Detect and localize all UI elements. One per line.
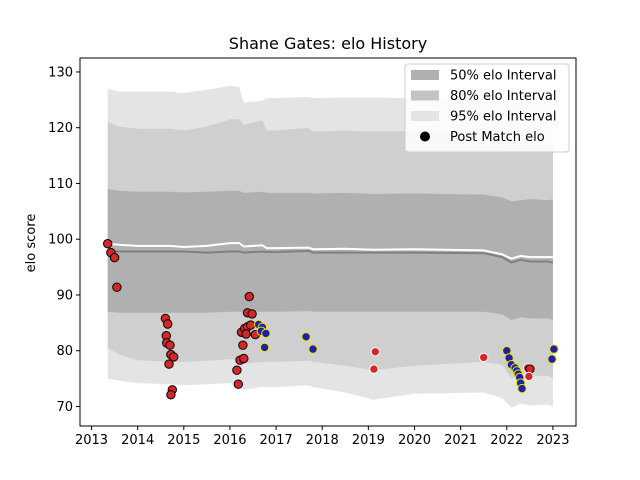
post-match-elo-point	[479, 352, 489, 363]
plot-frame	[79, 57, 577, 427]
post-match-elo-point	[232, 365, 242, 375]
post-match-elo-point	[244, 291, 255, 302]
x-tick-label: 2018	[306, 433, 339, 448]
post-match-elo-point	[169, 352, 179, 362]
post-match-elo-point	[109, 252, 120, 263]
post-match-elo-point	[166, 390, 176, 400]
legend-label: 50% elo Interval	[450, 69, 557, 84]
post-match-elo-point	[241, 329, 251, 339]
post-match-elo-point	[165, 340, 175, 350]
y-axis: 70 80 90 100 110 120 130	[48, 65, 80, 415]
post-match-elo-point	[369, 364, 379, 374]
post-match-elo-point	[301, 332, 311, 342]
x-tick-label: 2022	[490, 433, 523, 448]
y-tick-label: 80	[56, 344, 73, 359]
y-tick-label: 100	[48, 233, 73, 248]
post-match-elo-point	[112, 282, 122, 292]
post-match-elo-point	[233, 379, 244, 389]
x-tick-label: 2020	[398, 433, 431, 448]
post-match-elo-point	[524, 371, 534, 382]
post-match-elo-point	[370, 347, 380, 357]
y-tick-label: 70	[56, 400, 73, 415]
mean-elo-line	[107, 242, 553, 260]
legend-label: 80% elo Interval	[450, 89, 557, 104]
legend-marker	[420, 131, 430, 142]
post-match-elo-point	[246, 320, 256, 330]
post-match-elo-point	[308, 344, 318, 354]
y-axis-label: elo score	[24, 214, 39, 273]
plot-area	[79, 57, 577, 427]
x-tick-label: 2016	[213, 433, 246, 448]
post-match-elo-point	[163, 319, 173, 329]
x-axis: 2013 2014 2015 2016 2017 2018 2019 2020 2021 2022…	[75, 426, 569, 448]
post-match-elo-point	[547, 354, 557, 364]
x-tick-label: 2023	[536, 433, 569, 448]
x-tick-label: 2017	[260, 433, 293, 448]
x-tick-label: 2021	[444, 433, 477, 448]
x-tick-label: 2014	[121, 433, 154, 448]
legend: 50% elo Interval 80% elo Interval 95% elo …	[404, 63, 570, 153]
post-match-elo-point	[103, 239, 113, 249]
legend-swatch	[411, 90, 439, 101]
legend-label: 95% elo Interval	[450, 110, 557, 125]
y-tick-label: 120	[48, 121, 73, 136]
post-match-elo-point	[247, 309, 257, 319]
post-match-elo-point	[259, 342, 270, 353]
post-match-elo-point	[261, 328, 271, 339]
x-tick-label: 2019	[352, 433, 385, 448]
x-tick-label: 2015	[167, 433, 200, 448]
post-match-elo-point	[164, 359, 174, 369]
post-match-elo-point	[238, 340, 248, 350]
legend-swatch	[411, 70, 439, 80]
interval-50-band	[107, 189, 553, 321]
y-tick-label: 130	[48, 65, 73, 80]
post-match-elo-point	[239, 353, 249, 364]
post-match-elo-point	[517, 383, 527, 394]
legend-label: Post Match elo	[450, 130, 545, 145]
legend-swatch	[411, 111, 439, 121]
y-tick-label: 90	[56, 288, 73, 303]
post-match-elo-point	[549, 344, 559, 354]
legend-box	[404, 63, 570, 153]
chart-title: Shane Gates: elo History	[229, 34, 427, 53]
median-elo-line	[107, 249, 554, 264]
y-tick-label: 110	[48, 177, 73, 192]
x-tick-label: 2013	[75, 433, 108, 448]
